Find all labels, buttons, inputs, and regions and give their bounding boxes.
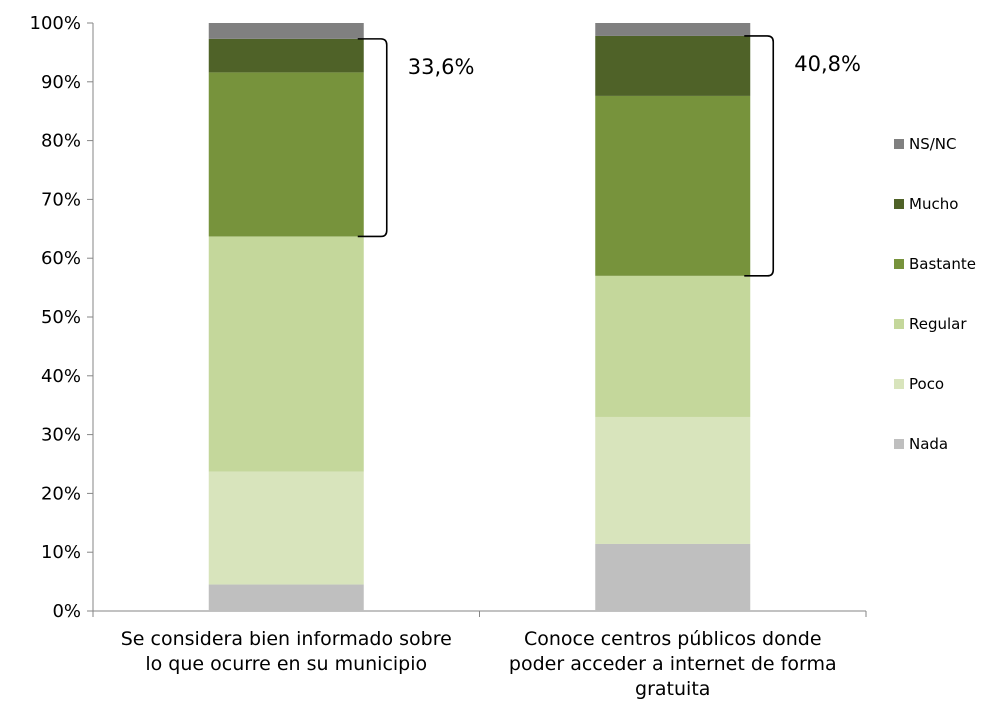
legend-label-mucho: Mucho	[909, 195, 958, 213]
bar-segment-regular	[208, 236, 364, 472]
annotation-bracket	[357, 38, 388, 238]
legend-label-regular: Regular	[909, 315, 967, 333]
y-tick-label: 20%	[41, 483, 81, 504]
y-tick-label: 0%	[52, 601, 81, 622]
bar-segment-ns-nc	[208, 23, 364, 39]
x-category-label-line: lo que ocurre en su municipio	[145, 653, 427, 675]
bar-segment-nada	[208, 584, 364, 611]
x-category-label: Conoce centros públicos donde poder acced…	[509, 628, 837, 700]
bar-segment-poco	[595, 416, 751, 544]
bar-segment-bastante	[595, 95, 751, 276]
bar-segment-ns-nc	[595, 23, 751, 36]
y-tick-label: 10%	[41, 542, 81, 563]
bars	[208, 23, 751, 611]
legend-label-bastante: Bastante	[909, 255, 976, 273]
x-category-label-line: Se considera bien informado sobre	[121, 628, 452, 650]
y-tick-label: 70%	[41, 189, 81, 210]
legend-swatch-bastante	[894, 259, 904, 269]
y-tick-label: 50%	[41, 307, 81, 328]
legend-swatch-mucho	[894, 199, 904, 209]
annotation-label: 33,6%	[408, 55, 475, 79]
bar-segment-regular	[595, 275, 751, 417]
x-category-label-line: poder acceder a internet de forma	[509, 653, 837, 675]
bar-segment-bastante	[208, 72, 364, 237]
x-axis: Se considera bien informado sobre lo que …	[92, 610, 867, 700]
annotation-label: 40,8%	[794, 52, 861, 76]
y-tick-label: 100%	[30, 13, 81, 34]
y-tick-label: 30%	[41, 425, 81, 446]
y-axis: 0% 10% 20% 30% 40% 50% 60% 70% 80% 90% 100%	[30, 13, 94, 622]
x-category-label-line: gratuita	[635, 678, 710, 700]
legend-label-nada: Nada	[909, 435, 948, 453]
y-tick-label: 60%	[41, 248, 81, 269]
legend: NS/NC Mucho Bastante Regular Poco Nada	[894, 135, 976, 453]
legend-swatch-ns-nc	[894, 139, 904, 149]
legend-swatch-nada	[894, 439, 904, 449]
bar-segment-mucho	[208, 38, 364, 73]
bar-segment-poco	[208, 471, 364, 585]
y-tick-label: 90%	[41, 72, 81, 93]
bar-segment-mucho	[595, 35, 751, 96]
bar-segment-nada	[595, 543, 751, 611]
x-category-label-line: Conoce centros públicos donde	[524, 628, 822, 650]
x-category-label: Se considera bien informado sobre lo que …	[121, 628, 452, 675]
y-tick-label: 80%	[41, 131, 81, 152]
legend-label-poco: Poco	[909, 375, 944, 393]
annotation-bracket	[744, 35, 775, 277]
legend-swatch-regular	[894, 319, 904, 329]
legend-label-ns-nc: NS/NC	[909, 135, 957, 153]
annotations: 33,6% 40,8%	[357, 35, 861, 277]
legend-swatch-poco	[894, 379, 904, 389]
y-tick-label: 40%	[41, 366, 81, 387]
